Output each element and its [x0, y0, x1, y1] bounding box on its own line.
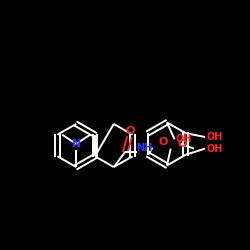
- Text: OH: OH: [206, 144, 222, 154]
- Text: OH: OH: [206, 132, 222, 142]
- Text: O: O: [125, 126, 135, 136]
- Text: N: N: [72, 139, 81, 149]
- Text: O: O: [158, 138, 168, 147]
- Text: O: O: [178, 139, 187, 149]
- Text: OH: OH: [176, 134, 192, 144]
- Text: NH: NH: [136, 143, 153, 153]
